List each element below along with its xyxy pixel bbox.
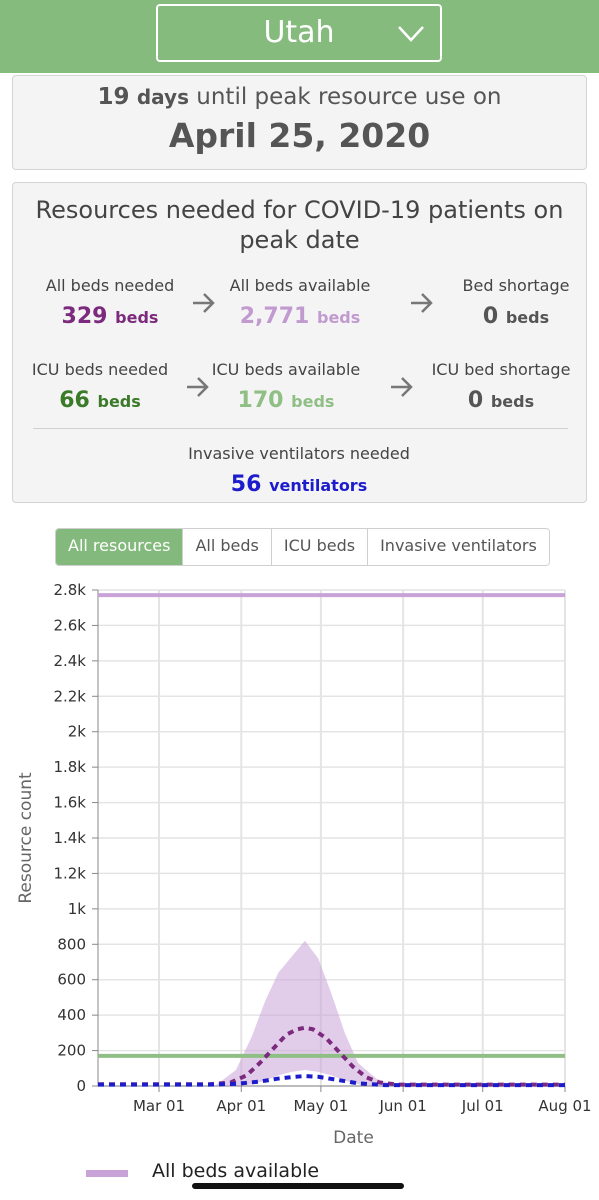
stat-number: 66 — [59, 388, 90, 413]
stat-value: 0 beds — [417, 386, 585, 417]
arrow-right-icon — [193, 293, 215, 313]
days-unit: days — [136, 85, 189, 109]
home-indicator — [192, 1183, 404, 1189]
y-axis-label: Resource count — [16, 772, 36, 904]
stat-label: Invasive ventilators needed — [188, 444, 410, 463]
y-tick-label: 1.2k — [53, 864, 86, 882]
x-tick-label: Apr 01 — [216, 1097, 266, 1115]
icu-beds-available: ICU beds available 170 beds — [201, 360, 371, 417]
stat-label: ICU beds needed — [31, 360, 169, 379]
x-tick-label: May 01 — [293, 1097, 348, 1115]
stat-number: 329 — [61, 304, 108, 329]
stat-unit: beds — [316, 308, 361, 327]
x-tick-label: Aug 01 — [538, 1097, 591, 1115]
tab-all-beds[interactable]: All beds — [182, 529, 271, 565]
x-axis-label: Date — [333, 1128, 374, 1148]
stat-label: ICU beds available — [211, 360, 361, 379]
stat-value: 170 beds — [201, 386, 371, 417]
tab-icu-beds[interactable]: ICU beds — [270, 529, 368, 565]
x-tick-label: Jul 01 — [461, 1097, 504, 1115]
stat-number: 2,771 — [239, 304, 310, 329]
bed-shortage: Bed shortage 0 beds — [431, 276, 599, 333]
y-tick-label: 2.4k — [53, 652, 86, 670]
all-beds-available: All beds available 2,771 beds — [215, 276, 385, 333]
uncertainty-band — [214, 940, 398, 1086]
stat-label: Bed shortage — [462, 276, 570, 295]
days-number: 19 — [97, 84, 130, 110]
peak-date: April 25, 2020 — [168, 116, 431, 155]
y-tick-label: 600 — [57, 971, 86, 989]
arrow-right-icon — [187, 377, 209, 397]
y-tick-label: 2.6k — [53, 616, 86, 634]
resource-chart: 0 200 400 600 800 1k 1.2k 1.4k 1.6k 1.8k 2k 2.2k 2.4… — [16, 581, 592, 1148]
projection-line — [98, 1074, 565, 1088]
stat-value: 56 ventilators — [149, 470, 449, 501]
peak-countdown: 19 days until peak resource use on — [13, 84, 586, 110]
x-tick-label: Jun 01 — [378, 1097, 426, 1115]
y-tick-label: 400 — [57, 1006, 86, 1024]
y-tick-label: 1k — [68, 900, 87, 918]
x-tick-label: Mar 01 — [133, 1097, 185, 1115]
top-bar: Utah — [0, 0, 599, 73]
y-tick-label: 1.4k — [53, 829, 86, 847]
stat-unit: beds — [97, 392, 141, 411]
ventilators-needed: Invasive ventilators needed 56 ventilato… — [149, 444, 449, 501]
resource-tabs: All resources All beds ICU beds Invasive… — [55, 528, 550, 566]
y-tick-label: 1.6k — [53, 794, 86, 812]
y-tick-label: 2k — [68, 723, 87, 741]
stat-value: 329 beds — [25, 302, 195, 333]
y-tick-label: 2.8k — [53, 581, 86, 599]
state-dropdown[interactable]: Utah — [156, 4, 442, 62]
arrow-right-icon — [411, 293, 433, 313]
stat-number: 0 — [467, 388, 484, 413]
stat-value: 66 beds — [15, 386, 185, 417]
chevron-down-icon — [398, 26, 424, 42]
stat-label: All beds available — [229, 276, 371, 295]
all-beds-needed: All beds needed 329 beds — [25, 276, 195, 333]
stat-label: ICU bed shortage — [431, 360, 571, 379]
y-tick-label: 800 — [57, 935, 86, 953]
legend-swatch — [86, 1170, 128, 1177]
stat-label: All beds needed — [45, 276, 175, 295]
icu-beds-needed: ICU beds needed 66 beds — [15, 360, 185, 417]
arrow-right-icon — [391, 377, 413, 397]
tab-invasive-ventilators[interactable]: Invasive ventilators — [367, 529, 549, 565]
legend-label: All beds available — [152, 1160, 320, 1182]
stat-value: 0 beds — [431, 302, 599, 333]
icu-bed-shortage: ICU bed shortage 0 beds — [417, 360, 585, 417]
stat-unit: beds — [115, 308, 159, 327]
divider — [33, 428, 568, 429]
stat-number: 170 — [237, 388, 284, 413]
stat-unit: beds — [490, 392, 535, 411]
stat-unit: beds — [291, 392, 335, 411]
y-tick-label: 0 — [76, 1077, 86, 1095]
resources-card: Resources needed for COVID-19 patients o… — [12, 182, 587, 503]
y-tick-label: 2.2k — [53, 687, 86, 705]
y-tick-label: 1.8k — [53, 758, 86, 776]
state-label: Utah — [263, 15, 335, 50]
stat-unit: beds — [505, 308, 550, 327]
stat-value: 2,771 beds — [215, 302, 385, 333]
resources-title: Resources needed for COVID-19 patients o… — [35, 196, 564, 254]
stat-number: 56 — [230, 472, 262, 497]
stat-unit: ventilators — [269, 476, 368, 495]
y-tick-label: 200 — [57, 1042, 86, 1060]
projection-line — [98, 1025, 565, 1087]
tab-all-resources[interactable]: All resources — [56, 529, 183, 565]
until-text: until peak resource use on — [196, 84, 502, 110]
peak-summary-card: 19 days until peak resource use on April… — [12, 75, 587, 170]
stat-number: 0 — [482, 304, 499, 329]
